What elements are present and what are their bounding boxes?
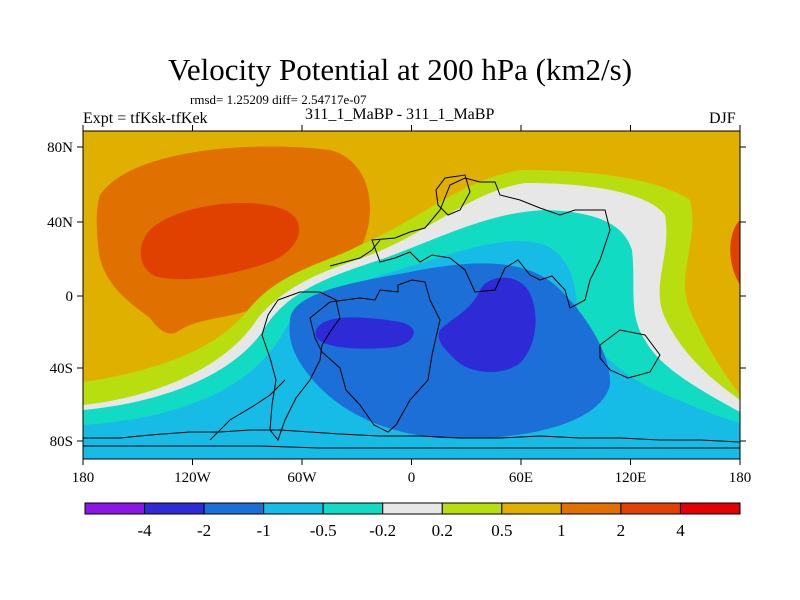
colorbar-label: -2 [197, 521, 211, 540]
lon-tick-label: 60W [287, 470, 317, 486]
lon-tick-label: 60E [509, 470, 533, 486]
season-label: DJF [709, 110, 736, 127]
experiment-label: Expt = tfKsk-tfKek [83, 110, 208, 127]
colorbar-label: 0.5 [491, 521, 512, 540]
lat-tick-label: 40N [47, 215, 73, 231]
lat-tick-label: 80N [47, 140, 73, 156]
colorbar-swatch [501, 502, 562, 515]
colorbar-swatch [620, 502, 681, 515]
lon-tick-label: 120E [615, 470, 647, 486]
coast-south-america [261, 291, 341, 442]
colorbar-label: 0.2 [432, 521, 453, 540]
colorbar-label: 4 [676, 521, 685, 540]
field-band-neg2-neg4-east [438, 277, 536, 373]
longitude-axis: 180 120W 60W 0 60E 120E 180 [72, 125, 752, 486]
colorbar-swatch [144, 502, 205, 515]
coast-north-america [329, 239, 381, 267]
lat-tick-label: 40S [50, 361, 73, 377]
colorbar-swatch [322, 502, 384, 515]
lon-tick-label: 120W [174, 470, 212, 486]
colorbar-label: -1 [257, 521, 271, 540]
lon-tick-label: 0 [408, 470, 416, 486]
colorbar-label: 1 [557, 521, 566, 540]
colorbar-swatch [382, 502, 443, 515]
colorbar-swatch [441, 502, 503, 515]
colorbar-swatch [679, 502, 741, 515]
coastlines [83, 174, 740, 449]
lon-tick-label: 180 [729, 470, 752, 486]
lat-tick-label: 80S [50, 434, 73, 450]
coast-antarctica [83, 429, 740, 443]
coast-greenland [435, 174, 471, 216]
stats-line: rmsd= 1.25209 diff= 2.54717e-07 [190, 92, 367, 107]
coast-antarctic-peninsula [83, 445, 740, 449]
colorbar: -4 -2 -1 -0.5 -0.2 0.2 0.5 1 2 4 [84, 502, 741, 540]
colorbar-swatch [560, 502, 622, 515]
colorbar-swatch [203, 502, 265, 515]
coast-eurasia [371, 177, 611, 309]
colorbar-swatch [263, 502, 324, 515]
coast-africa [309, 279, 441, 433]
field-band-2-4 [140, 202, 300, 280]
lon-tick-label: 180 [72, 470, 95, 486]
field-band-2-4-east [730, 220, 740, 285]
colorbar-label: -4 [137, 521, 152, 540]
field-band-neg2-neg4-west [315, 317, 414, 349]
coast-andes-west [209, 379, 286, 441]
case-label: 311_1_MaBP - 311_1_MaBP [305, 106, 495, 123]
contour-field [83, 131, 740, 459]
lat-tick-label: 0 [66, 289, 74, 305]
colorbar-label: 2 [617, 521, 626, 540]
map-title: Velocity Potential at 200 hPa (km2/s) [167, 52, 633, 87]
colorbar-label: -0.5 [310, 521, 337, 540]
colorbar-label: -0.2 [369, 521, 396, 540]
coast-australia [599, 329, 661, 379]
latitude-axis: 80N 40N 0 40S 80S [47, 140, 746, 450]
colorbar-swatch [84, 502, 146, 515]
